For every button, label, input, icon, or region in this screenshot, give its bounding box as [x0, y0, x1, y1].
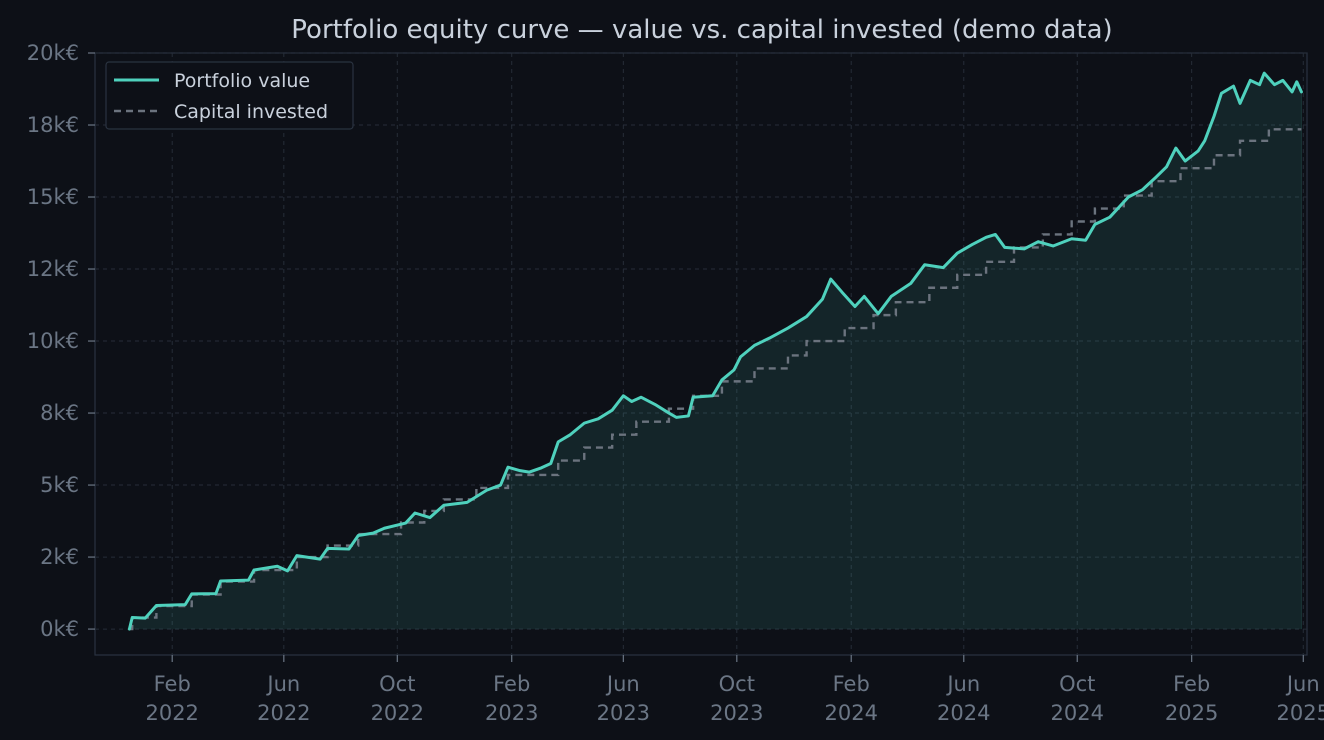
x-tick-label-year: 2024 — [824, 701, 877, 725]
x-tick-label-month: Feb — [1173, 672, 1210, 696]
x-tick-label-month: Jun — [265, 672, 300, 696]
x-tick-label-month: Jun — [605, 672, 640, 696]
x-tick-label-year: 2024 — [1051, 701, 1104, 725]
x-tick-label-month: Jun — [945, 672, 980, 696]
y-tick-label: 5k€ — [40, 473, 79, 497]
portfolio-value-area — [129, 73, 1302, 630]
x-tick-label-year: 2022 — [371, 701, 424, 725]
x-tick-label-month: Oct — [719, 672, 755, 696]
legend-label-portfolio-value: Portfolio value — [174, 70, 310, 92]
legend-box — [105, 61, 354, 130]
x-tick-label-year: 2022 — [145, 701, 198, 725]
x-tick-label-month: Feb — [493, 672, 530, 696]
x-tick-label-month: Jun — [1285, 672, 1320, 696]
y-tick-label: 0k€ — [40, 617, 79, 641]
y-tick-label: 20k€ — [27, 41, 79, 65]
x-tick-label-year: 2025 — [1277, 701, 1324, 725]
y-tick-label: 15k€ — [27, 185, 79, 209]
y-tick-label: 18k€ — [27, 113, 79, 137]
chart-title: Portfolio equity curve — value vs. capit… — [291, 15, 1112, 45]
x-tick-label-month: Feb — [154, 672, 191, 696]
y-tick-label: 10k€ — [27, 329, 79, 353]
x-tick-label-year: 2025 — [1165, 701, 1218, 725]
x-tick-label-year: 2023 — [485, 701, 538, 725]
x-tick-label-year: 2022 — [257, 701, 310, 725]
series-line-capital-invested — [129, 128, 1302, 631]
y-tick-label: 2k€ — [40, 545, 79, 569]
x-tick-label-month: Oct — [379, 672, 415, 696]
y-tick-label: 12k€ — [27, 257, 79, 281]
x-tick-label-month: Oct — [1059, 672, 1095, 696]
y-tick-label: 8k€ — [40, 401, 79, 425]
x-tick-label-year: 2023 — [710, 701, 763, 725]
plot-area: 0k€ 2k€ 5k€ 8k€ 10k€ 12k€ 15k€ 18k€ 20k€ Feb 2022 J… — [27, 41, 1324, 725]
x-tick-label-year: 2023 — [597, 701, 650, 725]
x-tick-label-year: 2024 — [937, 701, 990, 725]
legend-label-capital-invested: Capital invested — [174, 101, 328, 123]
series-line-portfolio-value — [127, 71, 1303, 631]
x-tick-label-month: Feb — [833, 672, 870, 696]
legend: Portfolio value Capital invested — [105, 61, 354, 130]
